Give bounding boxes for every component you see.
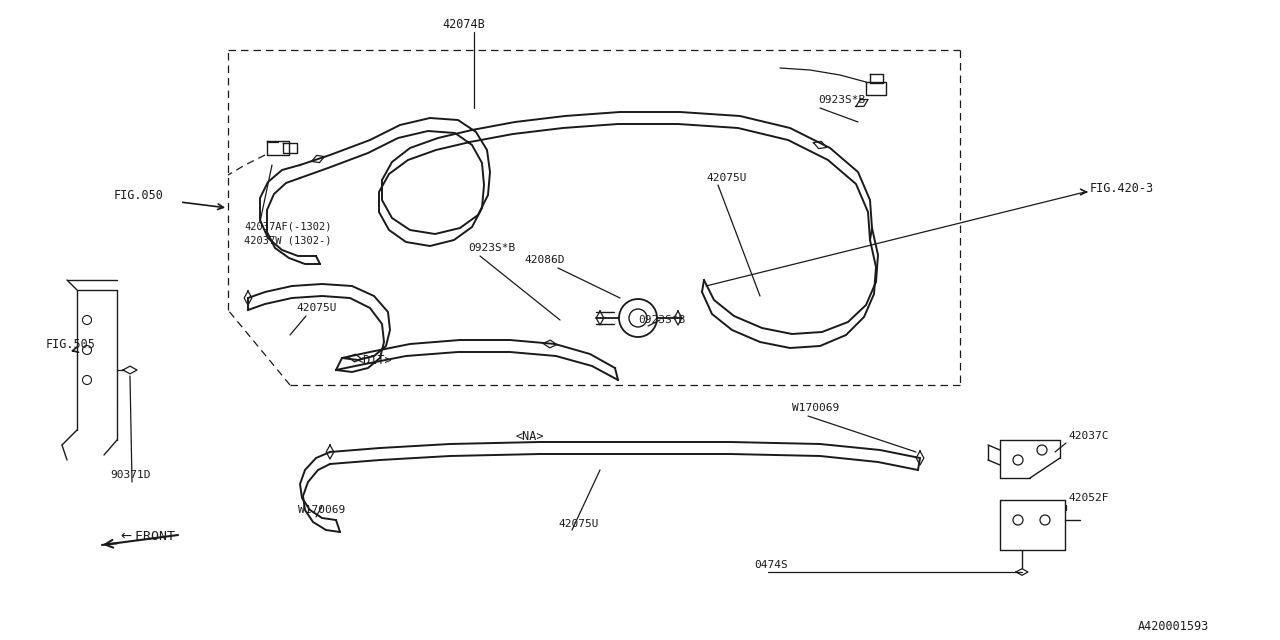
Text: 42075U: 42075U (296, 303, 337, 313)
Text: 0923S*B: 0923S*B (637, 315, 685, 325)
Text: FIG.505: FIG.505 (46, 337, 96, 351)
Text: <DIT>: <DIT> (356, 353, 392, 367)
Text: <NA>: <NA> (516, 429, 544, 442)
Text: 42075U: 42075U (707, 173, 746, 183)
Text: 42075U: 42075U (558, 519, 599, 529)
Text: 42086D: 42086D (524, 255, 564, 265)
Text: 42052F: 42052F (1068, 493, 1108, 503)
Text: 42037W (1302-): 42037W (1302-) (244, 235, 332, 245)
Text: 0923S*B: 0923S*B (468, 243, 516, 253)
Text: 0474S: 0474S (754, 560, 787, 570)
Text: A420001593: A420001593 (1138, 620, 1210, 632)
Text: 90371D: 90371D (110, 470, 151, 480)
Text: W170069: W170069 (792, 403, 840, 413)
Text: 42074B: 42074B (442, 17, 485, 31)
Text: W170069: W170069 (298, 505, 346, 515)
Text: 0923S*B: 0923S*B (818, 95, 865, 105)
Text: $\leftarrow$FRONT: $\leftarrow$FRONT (118, 529, 175, 543)
Text: FIG.420-3: FIG.420-3 (1091, 182, 1155, 195)
Text: 42037C: 42037C (1068, 431, 1108, 441)
Text: 42037AF(-1302): 42037AF(-1302) (244, 221, 332, 231)
Text: FIG.050: FIG.050 (114, 189, 164, 202)
